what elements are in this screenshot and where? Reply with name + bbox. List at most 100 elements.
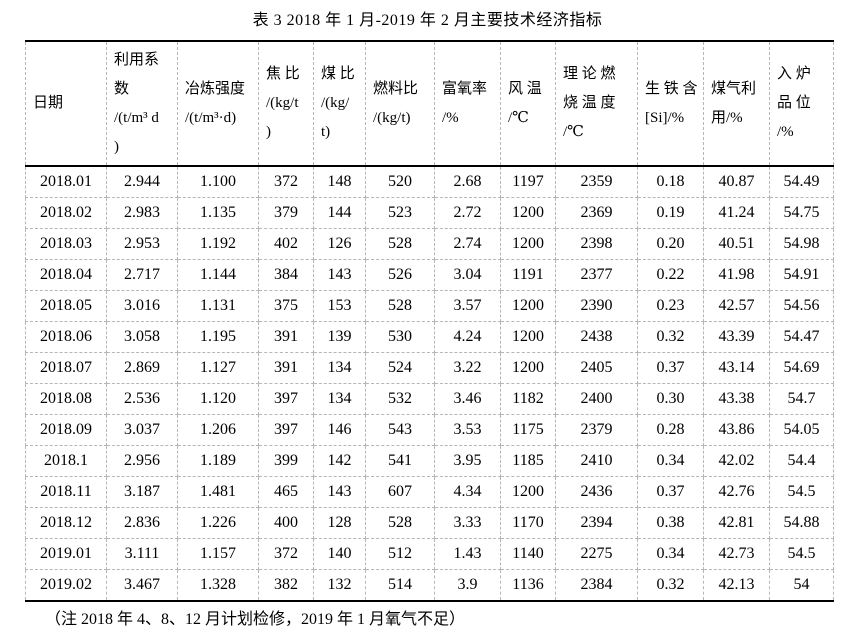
cell-date: 2018.07 (25, 352, 107, 384)
cell-blast-temperature: 1200 (500, 352, 556, 384)
cell-charged-ore-grade: 54.88 (769, 507, 834, 539)
cell-date: 2018.04 (25, 259, 107, 291)
cell-oxygen-enrichment-rate: 3.53 (434, 414, 501, 446)
table-row: 2018.04 2.717 1.144 384 143 526 3.04 1191 2377 0.… (25, 259, 834, 291)
column-header-smelting-intensity: 冶炼强度 /(t/m³·d) (177, 40, 259, 167)
cell-oxygen-enrichment-rate: 3.95 (434, 445, 501, 477)
cell-fuel-ratio: 528 (365, 228, 435, 260)
cell-coke-ratio: 372 (258, 165, 314, 198)
cell-gas-utilization: 43.39 (703, 321, 770, 353)
cell-oxygen-enrichment-rate: 1.43 (434, 538, 501, 570)
cell-smelting-intensity: 1.195 (177, 321, 259, 353)
cell-pig-iron-si-content: 0.18 (637, 165, 704, 198)
cell-charged-ore-grade: 54.05 (769, 414, 834, 446)
table-row: 2019.01 3.111 1.157 372 140 512 1.43 1140 2275 0.… (25, 538, 834, 570)
table-row: 2018.11 3.187 1.481 465 143 607 4.34 1200 2436 0.… (25, 476, 834, 508)
cell-theoretical-combustion-temperature: 2359 (555, 165, 638, 198)
cell-gas-utilization: 43.38 (703, 383, 770, 415)
cell-theoretical-combustion-temperature: 2275 (555, 538, 638, 570)
cell-fuel-ratio: 526 (365, 259, 435, 291)
cell-coal-ratio: 126 (313, 228, 366, 260)
cell-date: 2018.01 (25, 165, 107, 198)
cell-pig-iron-si-content: 0.20 (637, 228, 704, 260)
cell-coke-ratio: 372 (258, 538, 314, 570)
cell-theoretical-combustion-temperature: 2394 (555, 507, 638, 539)
table-row: 2018.06 3.058 1.195 391 139 530 4.24 1200 2438 0.… (25, 321, 834, 353)
cell-fuel-ratio: 520 (365, 165, 435, 198)
cell-coke-ratio: 375 (258, 290, 314, 322)
cell-coke-ratio: 379 (258, 197, 314, 229)
cell-smelting-intensity: 1.120 (177, 383, 259, 415)
cell-pig-iron-si-content: 0.37 (637, 476, 704, 508)
cell-coal-ratio: 148 (313, 165, 366, 198)
cell-coal-ratio: 128 (313, 507, 366, 539)
cell-coke-ratio: 382 (258, 569, 314, 602)
cell-charged-ore-grade: 54.47 (769, 321, 834, 353)
cell-date: 2018.09 (25, 414, 107, 446)
column-header-date: 日期 (25, 40, 107, 167)
cell-charged-ore-grade: 54.98 (769, 228, 834, 260)
column-header-utilization-coefficient: 利用系 数 /(t/m³ d ) (106, 40, 178, 167)
cell-date: 2018.1 (25, 445, 107, 477)
cell-coal-ratio: 146 (313, 414, 366, 446)
cell-coal-ratio: 134 (313, 352, 366, 384)
cell-gas-utilization: 42.57 (703, 290, 770, 322)
cell-smelting-intensity: 1.226 (177, 507, 259, 539)
header-row: 日期 利用系 数 /(t/m³ d ) 冶炼强度 /(t/m³·d) 焦 比 /(kg… (25, 40, 834, 167)
cell-fuel-ratio: 523 (365, 197, 435, 229)
cell-fuel-ratio: 524 (365, 352, 435, 384)
table-row: 2018.07 2.869 1.127 391 134 524 3.22 1200 2405 0.… (25, 352, 834, 384)
column-header-charged-ore-grade: 入 炉 品 位 /% (769, 40, 834, 167)
table-row: 2018.08 2.536 1.120 397 134 532 3.46 1182 2400 0.… (25, 383, 834, 415)
cell-oxygen-enrichment-rate: 4.24 (434, 321, 501, 353)
cell-date: 2019.02 (25, 569, 107, 602)
cell-charged-ore-grade: 54 (769, 569, 834, 602)
cell-theoretical-combustion-temperature: 2390 (555, 290, 638, 322)
cell-fuel-ratio: 543 (365, 414, 435, 446)
cell-theoretical-combustion-temperature: 2405 (555, 352, 638, 384)
cell-coke-ratio: 399 (258, 445, 314, 477)
cell-coke-ratio: 465 (258, 476, 314, 508)
cell-blast-temperature: 1136 (500, 569, 556, 602)
cell-blast-temperature: 1200 (500, 476, 556, 508)
cell-coal-ratio: 143 (313, 259, 366, 291)
table-row: 2019.02 3.467 1.328 382 132 514 3.9 1136 2384 0.3… (25, 569, 834, 602)
cell-date: 2018.12 (25, 507, 107, 539)
cell-coal-ratio: 142 (313, 445, 366, 477)
cell-charged-ore-grade: 54.7 (769, 383, 834, 415)
cell-oxygen-enrichment-rate: 2.72 (434, 197, 501, 229)
cell-blast-temperature: 1200 (500, 290, 556, 322)
cell-pig-iron-si-content: 0.28 (637, 414, 704, 446)
cell-smelting-intensity: 1.144 (177, 259, 259, 291)
cell-fuel-ratio: 514 (365, 569, 435, 602)
cell-fuel-ratio: 528 (365, 290, 435, 322)
cell-coke-ratio: 391 (258, 352, 314, 384)
cell-oxygen-enrichment-rate: 3.22 (434, 352, 501, 384)
cell-gas-utilization: 42.76 (703, 476, 770, 508)
cell-gas-utilization: 40.51 (703, 228, 770, 260)
cell-oxygen-enrichment-rate: 3.46 (434, 383, 501, 415)
table-row: 2018.09 3.037 1.206 397 146 543 3.53 1175 2379 0.… (25, 414, 834, 446)
cell-coal-ratio: 140 (313, 538, 366, 570)
cell-blast-temperature: 1200 (500, 197, 556, 229)
cell-gas-utilization: 41.98 (703, 259, 770, 291)
cell-theoretical-combustion-temperature: 2379 (555, 414, 638, 446)
cell-coke-ratio: 397 (258, 414, 314, 446)
cell-blast-temperature: 1200 (500, 228, 556, 260)
column-header-coke-ratio: 焦 比 /(kg/t ) (258, 40, 314, 167)
cell-pig-iron-si-content: 0.32 (637, 569, 704, 602)
column-header-theoretical-combustion-temperature: 理 论 燃 烧 温 度 /℃ (555, 40, 638, 167)
cell-coke-ratio: 397 (258, 383, 314, 415)
cell-date: 2018.02 (25, 197, 107, 229)
cell-date: 2018.06 (25, 321, 107, 353)
cell-pig-iron-si-content: 0.19 (637, 197, 704, 229)
cell-blast-temperature: 1182 (500, 383, 556, 415)
cell-fuel-ratio: 512 (365, 538, 435, 570)
cell-theoretical-combustion-temperature: 2384 (555, 569, 638, 602)
cell-coke-ratio: 402 (258, 228, 314, 260)
cell-theoretical-combustion-temperature: 2369 (555, 197, 638, 229)
column-header-coal-ratio: 煤 比 /(kg/ t) (313, 40, 366, 167)
cell-oxygen-enrichment-rate: 3.33 (434, 507, 501, 539)
cell-utilization-coefficient: 3.016 (106, 290, 178, 322)
cell-gas-utilization: 41.24 (703, 197, 770, 229)
